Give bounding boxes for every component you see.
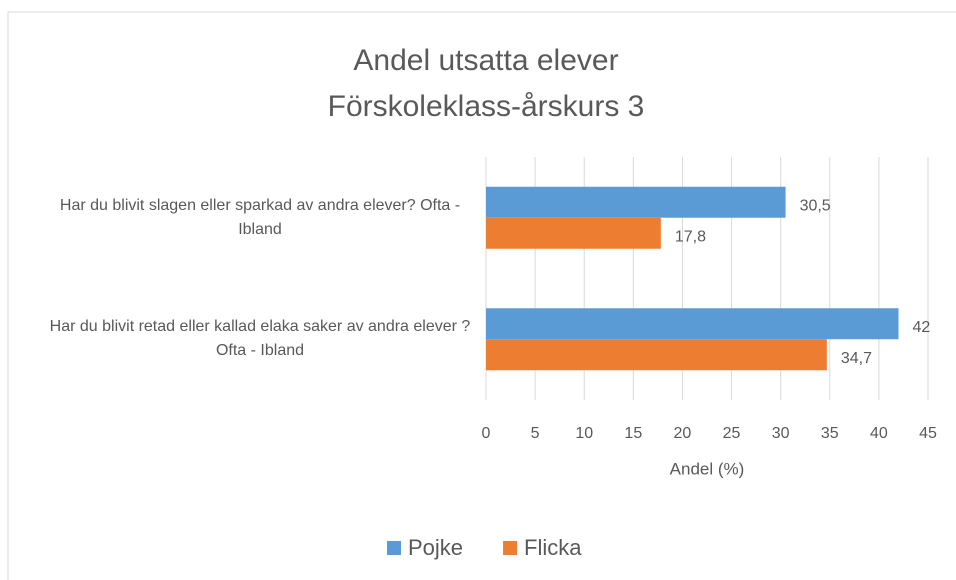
y-tick-label: Har du blivit retad eller kallad elaka s…: [49, 318, 471, 360]
legend-label: Pojke: [408, 535, 463, 560]
data-label: 42: [913, 319, 931, 336]
x-tick-label: 30: [772, 425, 790, 442]
y-tick-label: Har du blivit slagen eller sparkad av an…: [59, 196, 461, 238]
data-label: 34,7: [841, 350, 872, 367]
legend-swatch: [503, 541, 518, 555]
x-tick-label: 15: [624, 425, 642, 442]
x-tick-label: 20: [674, 425, 692, 442]
chart-title: Förskoleklass-årskurs 3: [328, 90, 645, 123]
data-label: 17,8: [675, 228, 706, 245]
data-label: 30,5: [800, 197, 831, 214]
x-tick-label: 25: [723, 425, 741, 442]
bar: [486, 339, 827, 371]
x-tick-label: 0: [482, 425, 491, 442]
legend-label: Flicka: [524, 535, 582, 560]
x-tick-label: 40: [870, 425, 888, 442]
bar: [486, 186, 786, 218]
chart-title: Andel utsatta elever: [353, 44, 618, 77]
x-tick-label: 5: [531, 425, 540, 442]
x-tick-label: 35: [821, 425, 839, 442]
bar: [486, 308, 899, 340]
legend-swatch: [387, 541, 401, 555]
bar: [486, 217, 661, 249]
chart-frame: [7, 11, 956, 580]
x-tick-label: 45: [919, 425, 937, 442]
x-axis-title: Andel (%): [670, 459, 745, 478]
x-tick-label: 10: [575, 425, 593, 442]
